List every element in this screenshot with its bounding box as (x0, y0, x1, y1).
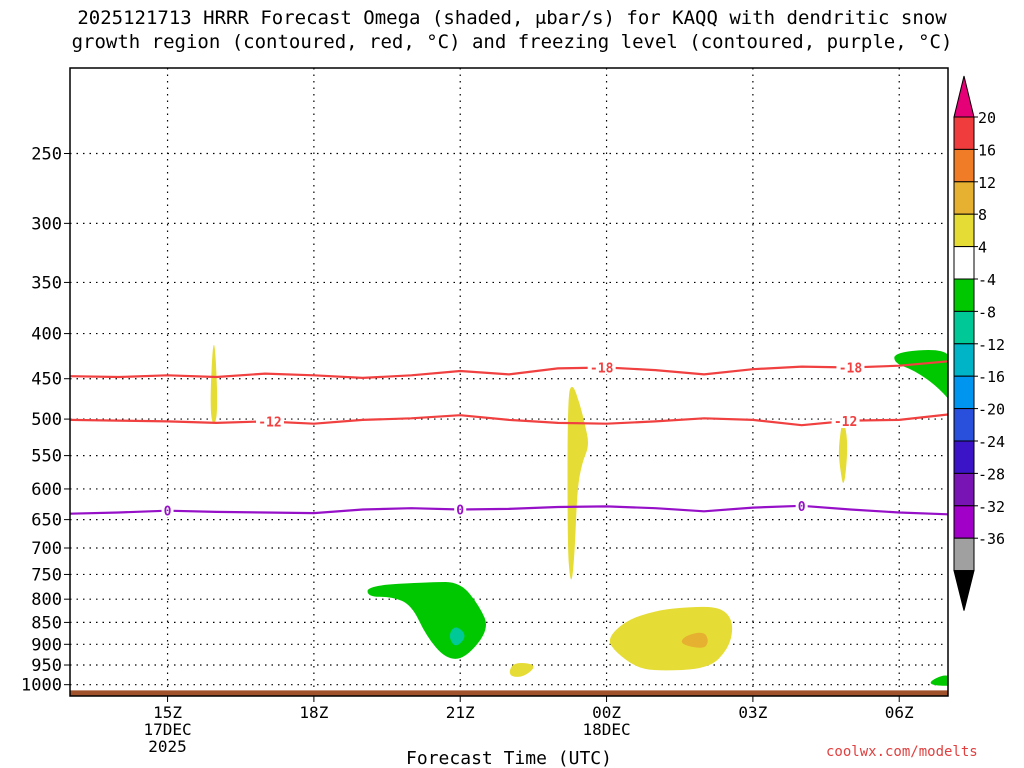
y-tick-label: 850 (31, 613, 62, 633)
omega-region (210, 344, 218, 423)
plot-frame (69, 67, 949, 697)
colorbar-label: -20 (978, 401, 1005, 419)
isotherm-label: 0 (164, 505, 172, 520)
x-tick-label: 18DEC (582, 720, 630, 739)
y-tick-label: 800 (31, 590, 62, 610)
isotherm-line (70, 413, 948, 427)
x-tick-label: 03Z (738, 703, 767, 722)
x-tick-label: 2025 (148, 737, 187, 756)
colorbar-swatch (953, 472, 975, 507)
x-axis-label: Forecast Time (UTC) (406, 748, 612, 768)
x-tick-label: 18Z (299, 703, 328, 722)
y-tick-label: 300 (31, 214, 62, 234)
colorbar-label: -32 (978, 498, 1005, 516)
colorbar-swatch (953, 408, 975, 442)
colorbar-swatch (953, 375, 975, 410)
colorbar-label: -12 (978, 336, 1005, 354)
ground-layer (70, 690, 948, 696)
colorbar-label: 12 (978, 174, 996, 192)
colorbar-swatch (953, 116, 975, 150)
colorbar-label: -4 (978, 271, 996, 289)
isotherm-label-bg (795, 497, 808, 513)
y-tick-label: 950 (31, 656, 62, 676)
colorbar-label: -36 (978, 530, 1005, 548)
omega-region (609, 606, 733, 671)
isotherm-label: 0 (456, 503, 464, 518)
y-tick-label: 700 (31, 539, 62, 559)
isotherm-label: -18 (590, 362, 614, 377)
omega-region (838, 421, 848, 483)
x-tick-label: 00Z (592, 703, 621, 722)
isotherm-line (70, 360, 948, 380)
credit-text: coolwx.com/modelts (826, 744, 978, 760)
omega-region (681, 632, 708, 648)
colorbar: 20 16 12 8 4 -4 -8 -12 -16 -20 -24 -28 -32 -36 (953, 75, 1005, 611)
isotherm-label-bg (836, 359, 865, 375)
contour-layer: -18 -18 -12 -12 0 0 0 (70, 359, 948, 520)
y-tick-label: 250 (31, 144, 62, 164)
colorbar-label: 16 (978, 141, 996, 159)
colorbar-label: 4 (978, 239, 987, 257)
omega-region (449, 627, 465, 646)
x-tick-label: 17DEC (143, 720, 191, 739)
colorbar-label: -24 (978, 433, 1005, 451)
ground-surface (70, 690, 948, 696)
isotherm-label-bg (255, 413, 284, 429)
title-line-1: 2025121713 HRRR Forecast Omega (shaded, … (77, 7, 947, 29)
chart-title: 2025121713 HRRR Forecast Omega (shaded, … (0, 6, 1024, 54)
axis-layer: 2503003504004505005506006507007508008509… (21, 144, 914, 756)
colorbar-label: 8 (978, 206, 987, 224)
colorbar-swatch (953, 440, 975, 474)
omega-region (567, 386, 589, 580)
isotherm-label-bg (831, 413, 860, 429)
y-tick-label: 550 (31, 447, 62, 467)
isotherm-label: -12 (258, 416, 281, 431)
y-tick-label: 900 (31, 635, 62, 655)
isotherm-label: -18 (839, 361, 863, 376)
isotherm-label: -12 (834, 415, 857, 430)
isotherm-label-bg (161, 502, 174, 518)
y-tick-label: 350 (31, 273, 62, 293)
colorbar-swatch (953, 343, 975, 377)
colorbar-bottom-arrow (953, 570, 975, 611)
x-tick-label: 15Z (153, 703, 182, 722)
omega-region (367, 582, 487, 659)
colorbar-label: -16 (978, 368, 1005, 386)
y-tick-label: 600 (31, 480, 62, 500)
x-tick-label: 06Z (885, 703, 914, 722)
colorbar-top-arrow (953, 75, 975, 118)
isotherm-label-bg (454, 501, 467, 517)
y-tick-label: 400 (31, 325, 62, 345)
colorbar-swatch (953, 505, 975, 539)
colorbar-swatch (953, 537, 975, 572)
colorbar-label: -28 (978, 465, 1005, 483)
y-tick-label: 1000 (21, 676, 62, 696)
isotherm-label: 0 (798, 500, 806, 515)
colorbar-swatch (953, 278, 975, 312)
isotherm-label-bg (587, 359, 616, 375)
y-tick-label: 750 (31, 565, 62, 585)
colorbar-swatch (953, 148, 975, 183)
colorbar-swatch (953, 246, 975, 280)
colorbar-swatch (953, 310, 975, 345)
title-line-2: growth region (contoured, red, °C) and f… (71, 31, 953, 53)
y-tick-label: 450 (31, 370, 62, 390)
omega-fill-layer (210, 344, 948, 686)
omega-region (894, 350, 948, 399)
colorbar-label: -8 (978, 303, 996, 321)
grid-lines (70, 68, 948, 696)
y-tick-label: 500 (31, 410, 62, 430)
y-tick-label: 650 (31, 511, 62, 531)
omega-region (509, 663, 534, 677)
x-tick-label: 21Z (446, 703, 475, 722)
isotherm-line (70, 504, 948, 516)
omega-region (930, 675, 948, 686)
colorbar-swatch (953, 181, 975, 215)
colorbar-swatch (953, 213, 975, 248)
colorbar-label: 20 (978, 109, 996, 127)
